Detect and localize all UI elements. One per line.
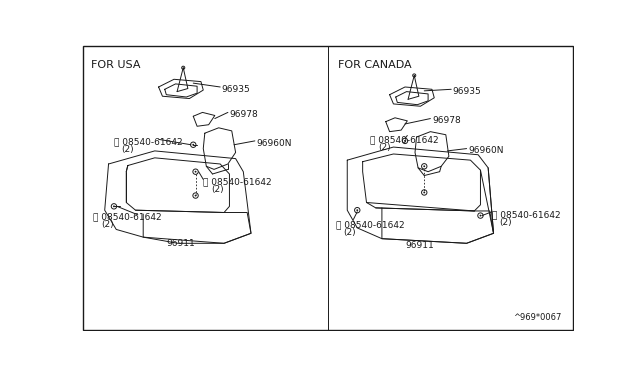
Text: 96911: 96911 bbox=[166, 239, 195, 248]
Text: (2): (2) bbox=[211, 185, 223, 194]
Text: 96935: 96935 bbox=[452, 87, 481, 96]
Text: (2): (2) bbox=[122, 145, 134, 154]
Text: (2): (2) bbox=[344, 228, 356, 237]
Text: (2): (2) bbox=[500, 218, 513, 227]
Circle shape bbox=[404, 140, 406, 142]
Text: Ⓢ 08540-61642: Ⓢ 08540-61642 bbox=[114, 137, 182, 146]
Text: Ⓢ 08540-61642: Ⓢ 08540-61642 bbox=[93, 212, 162, 221]
Circle shape bbox=[356, 209, 358, 211]
Text: 96978: 96978 bbox=[432, 116, 461, 125]
Text: Ⓢ 08540-61642: Ⓢ 08540-61642 bbox=[371, 135, 439, 144]
Text: Ⓢ 08540-61642: Ⓢ 08540-61642 bbox=[204, 177, 272, 186]
Text: 96935: 96935 bbox=[221, 85, 250, 94]
Circle shape bbox=[195, 171, 196, 173]
Circle shape bbox=[113, 205, 115, 207]
Circle shape bbox=[195, 195, 196, 196]
Text: (2): (2) bbox=[101, 220, 113, 229]
Text: 96911: 96911 bbox=[405, 241, 434, 250]
Text: FOR CANADA: FOR CANADA bbox=[338, 60, 412, 70]
Text: ^969*0067: ^969*0067 bbox=[513, 313, 561, 322]
Circle shape bbox=[479, 215, 481, 217]
Text: Ⓢ 08540-61642: Ⓢ 08540-61642 bbox=[492, 210, 561, 219]
Text: FOR USA: FOR USA bbox=[91, 60, 140, 70]
Text: 96960N: 96960N bbox=[468, 146, 504, 155]
Text: 96978: 96978 bbox=[230, 110, 258, 119]
Text: 96960N: 96960N bbox=[257, 139, 292, 148]
Circle shape bbox=[193, 144, 194, 146]
Circle shape bbox=[423, 166, 425, 167]
Text: Ⓢ 08540-61642: Ⓢ 08540-61642 bbox=[336, 220, 404, 229]
Circle shape bbox=[423, 192, 425, 193]
Text: (2): (2) bbox=[378, 143, 390, 152]
